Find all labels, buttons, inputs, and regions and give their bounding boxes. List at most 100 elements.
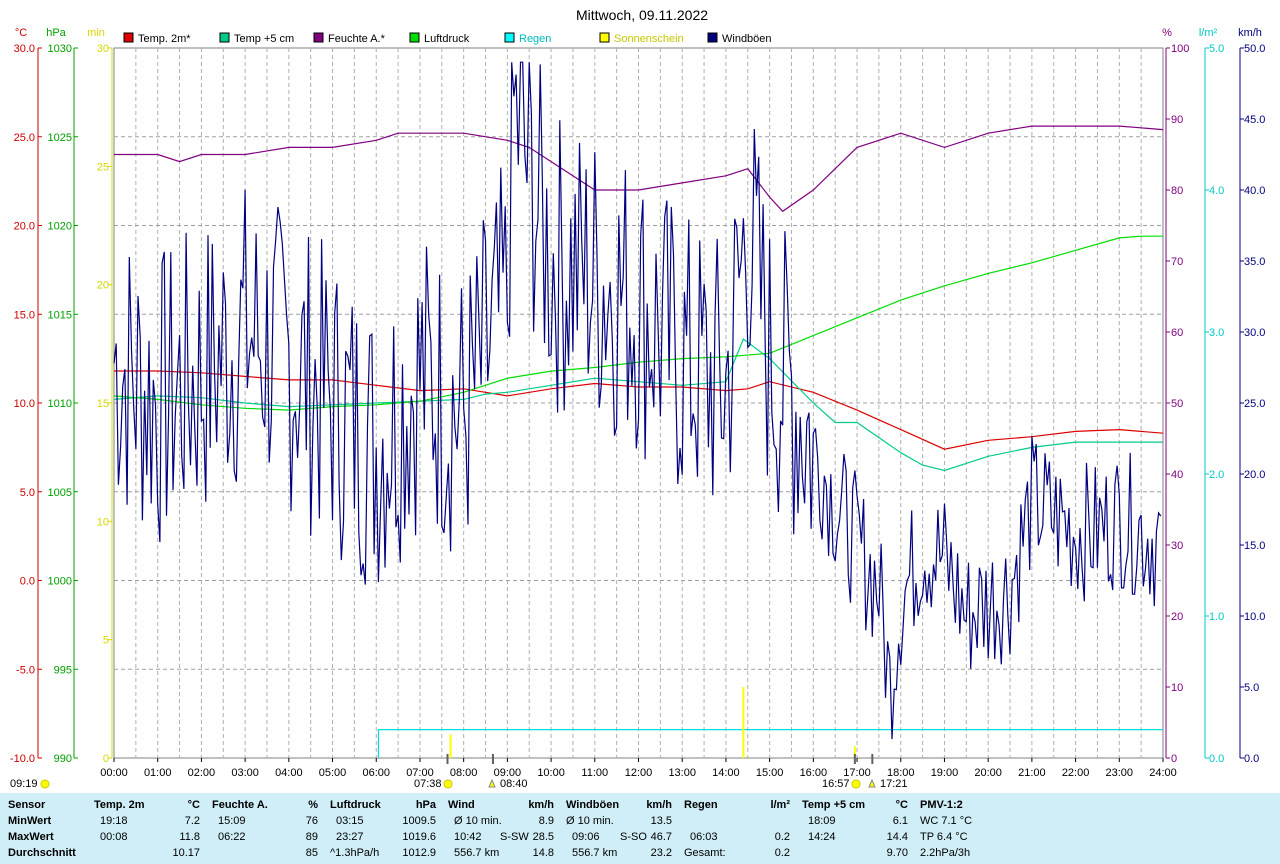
temp-axis-tick-label: 5.0: [20, 487, 35, 499]
rain-axis-tick-label: 0.0: [1209, 753, 1224, 765]
stats-gusts: Windböen km/h Ø 10 min. 13.5 09:06 S-SO …: [562, 793, 676, 864]
stats-temp2m-max-value: 11.8: [179, 831, 200, 843]
stats-pmv-pressure-trend: 2.2hPa/3h: [920, 847, 971, 859]
rain-axis-tick-label: 4.0: [1209, 185, 1224, 197]
temp-axis-tick-label: 25.0: [14, 132, 35, 144]
stats-wind-avg-label: Ø 10 min.: [454, 815, 502, 827]
stats-temp5-max-time: 14:24: [808, 831, 836, 843]
x-tick-label: 10:00: [537, 767, 565, 779]
wind-axis-tick-label: 15.0: [1244, 540, 1265, 552]
humidity-axis-tick-label: 20: [1171, 611, 1183, 623]
stats-label-min: MinWert: [8, 815, 52, 827]
stats-wind-avg: 14.8: [532, 847, 554, 859]
stats-pressure-min-value: 1009.5: [402, 815, 436, 827]
x-tick-label: 09:00: [494, 767, 522, 779]
moon-icon: [488, 778, 496, 788]
pressure-axis-tick-label: 990: [54, 753, 72, 765]
stats-label-max: MaxWert: [8, 831, 54, 843]
wind-axis-tick-label: 30.0: [1244, 327, 1265, 339]
legend-swatch: [707, 32, 718, 43]
rain-cumulative-line: [377, 729, 1163, 758]
stats-temp2m-unit: °C: [187, 799, 200, 811]
sunshine-axis-tick-label: 25: [97, 161, 109, 173]
rain-axis-unit: l/m²: [1199, 27, 1218, 39]
rain-axis-tick-label: 3.0: [1209, 327, 1224, 339]
stats-rain-max-value: 0.2: [774, 831, 790, 843]
stats-pressure-min-time: 03:15: [336, 815, 364, 827]
sunshine-axis-unit: min: [87, 27, 105, 39]
axes: 00:00 01:00 02:00 03:00 04:00 05:00 06:00 07:00…: [10, 27, 1266, 779]
temp-axis-tick-label: 15.0: [14, 309, 35, 321]
sunshine-axis-tick-label: 15: [97, 398, 109, 410]
stats-temp5-unit: °C: [895, 799, 908, 811]
stats-humidity-avg: 85: [305, 847, 318, 859]
temp-axis-tick-label: 10.0: [14, 398, 35, 410]
humidity-axis-tick-label: 10: [1171, 682, 1183, 694]
stats-pressure-max-value: 1019.6: [402, 831, 436, 843]
x-tick-label: 11:00: [581, 767, 608, 779]
stats-temp2m-min-value: 7.2: [184, 815, 200, 827]
sun-icon: [851, 779, 861, 789]
x-tick-label: 13:00: [668, 767, 696, 779]
humidity-axis-tick-label: 90: [1171, 114, 1183, 126]
x-tick-label: 17:00: [843, 767, 871, 779]
wind-axis-tick-label: 5.0: [1244, 682, 1259, 694]
stats-humidity: Feuchte A. % 15:09 76 06:22 89 85: [208, 793, 322, 864]
stats-pmv-windchill: WC 7.1 °C: [920, 815, 973, 827]
marker-label: 16:57: [822, 778, 850, 790]
stats-gusts-max-direction: S-SO: [620, 831, 647, 843]
sunshine-axis-tick-label: 20: [97, 280, 109, 292]
stats-pmv-dewpoint: TP 6.4 °C: [920, 831, 968, 843]
wind-axis-tick-label: 25.0: [1244, 398, 1265, 410]
stats-rain-total-value: 0.2: [774, 847, 790, 859]
stats-gusts-avg: 23.2: [650, 847, 672, 859]
marker-label: 08:40: [500, 778, 528, 790]
series-line-2: [114, 125, 1164, 213]
series-line-4: [113, 61, 1162, 740]
x-tick-label: 18:00: [887, 767, 915, 779]
series-line-3: [113, 235, 1163, 411]
x-tick-label: 02:00: [188, 767, 216, 779]
wind-axis-unit: km/h: [1238, 27, 1262, 39]
stats-gusts-distance: 556.7 km: [572, 847, 618, 859]
stats-gusts-title: Windböen: [566, 799, 620, 811]
pressure-axis-tick-label: 995: [54, 664, 72, 676]
series-line-1: [113, 338, 1163, 472]
sun-icon: [40, 779, 50, 789]
stats-rain-total-label: Gesamt:: [684, 847, 726, 859]
weather-chart: Mittwoch, 09.11.2022 00:00 01:00 02:00 03:0…: [9, 7, 1266, 790]
stats-rain-max-time: 06:03: [690, 831, 718, 843]
legend-label: Feuchte A.*: [328, 33, 386, 45]
temp-axis-tick-label: 0.0: [20, 576, 35, 588]
pressure-axis-tick-label: 1010: [48, 398, 72, 410]
x-tick-label: 21:00: [1018, 767, 1046, 779]
stats-temp2m-avg: 10.17: [172, 847, 200, 859]
x-tick-label: 16:00: [800, 767, 828, 779]
legend-swatch: [599, 32, 610, 43]
chart-title: Mittwoch, 09.11.2022: [576, 7, 708, 23]
stats-wind-title: Wind: [448, 799, 475, 811]
stats-temp2m-max-time: 00:08: [100, 831, 128, 843]
sunshine-axis-tick-label: 0: [103, 753, 109, 765]
humidity-axis-tick-label: 0: [1171, 753, 1177, 765]
x-tick-label: 12:00: [625, 767, 653, 779]
stats-temp2m-title: Temp. 2m: [94, 799, 145, 811]
stats-wind-max-direction: S-SW: [500, 831, 529, 843]
statistics-panel: Sensor MinWert MaxWert Durchschnitt Temp…: [0, 793, 1280, 864]
stats-humidity-unit: %: [308, 799, 318, 811]
rain-axis-tick-label: 1.0: [1209, 611, 1224, 623]
rain-axis-tick-label: 5.0: [1209, 43, 1224, 55]
humidity-axis-tick-label: 60: [1171, 327, 1183, 339]
marker-label: 07:38: [414, 778, 442, 790]
stats-rain: Regen l/m² 06:03 0.2 Gesamt: 0.2: [680, 793, 794, 864]
stats-humidity-max-time: 06:22: [218, 831, 246, 843]
sun-icon: [443, 779, 453, 789]
temp-axis-unit: °C: [15, 27, 27, 39]
moon-icon: [868, 778, 876, 788]
legend-label: Temp +5 cm: [234, 33, 294, 45]
stats-pressure-title: Luftdruck: [330, 799, 381, 811]
stats-humidity-title: Feuchte A.: [212, 799, 268, 811]
stats-pressure-avg: 1012.9: [402, 847, 436, 859]
x-tick-label: 07:00: [406, 767, 434, 779]
stats-pressure: Luftdruck hPa 03:15 1009.5 23:27 1019.6 …: [326, 793, 440, 864]
